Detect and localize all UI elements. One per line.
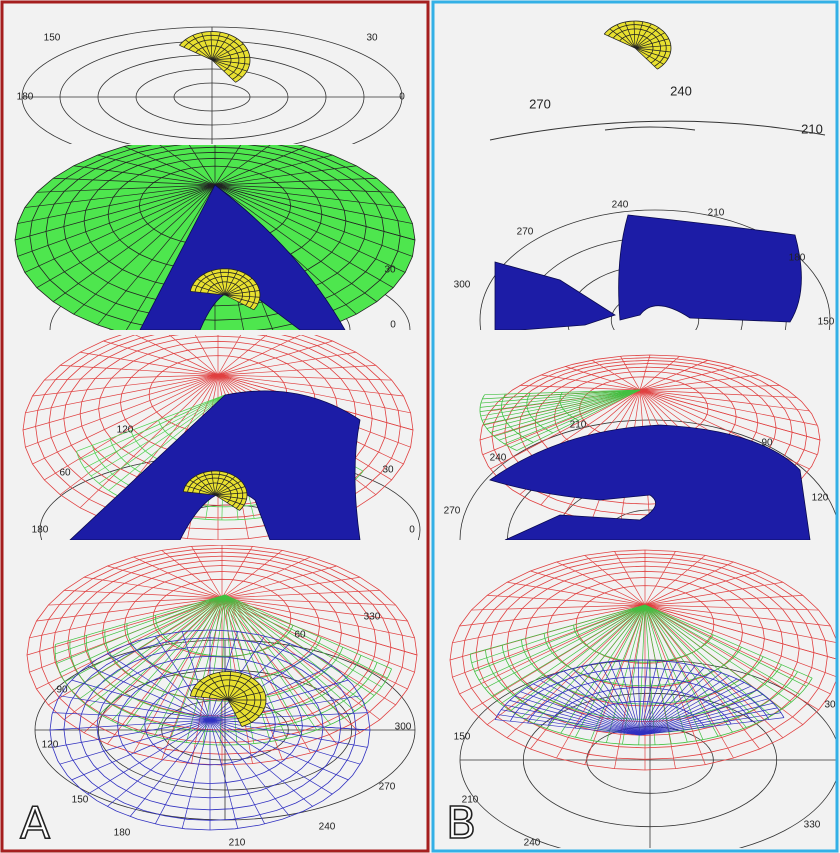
angle-label: 240 <box>319 822 336 833</box>
angle-label: 30 <box>382 465 394 476</box>
angle-label: 270 <box>517 227 534 238</box>
angle-label: 180 <box>789 253 806 264</box>
angle-label: 330 <box>364 612 381 623</box>
panel-label: A <box>20 798 50 849</box>
angle-label: 0 <box>390 320 396 331</box>
angle-label: 240 <box>670 83 692 98</box>
angle-label: 0 <box>409 525 415 536</box>
angle-label: 300 <box>395 722 412 733</box>
angle-label: 270 <box>529 96 551 111</box>
angle-label: 270 <box>444 506 461 517</box>
angle-label: 60 <box>294 630 306 641</box>
angle-label: 180 <box>17 92 34 103</box>
angle-label: 300 <box>454 280 471 291</box>
angle-label: 120 <box>117 425 134 436</box>
angle-label: 30 <box>366 33 378 44</box>
angle-label: 60 <box>59 468 71 479</box>
angle-label: 180 <box>32 525 49 536</box>
angle-label: 330 <box>804 820 821 831</box>
angle-label: 240 <box>612 200 629 211</box>
angle-label: 240 <box>524 838 541 849</box>
angle-label: 90 <box>761 438 773 449</box>
angle-label: 0 <box>399 92 405 103</box>
angle-label: 150 <box>818 317 835 328</box>
angle-label: 90 <box>56 685 68 696</box>
angle-label: 150 <box>72 795 89 806</box>
angle-label: 30 <box>824 700 836 711</box>
angle-label: 150 <box>454 732 471 743</box>
angle-label: 240 <box>490 453 507 464</box>
angle-label: 120 <box>812 493 829 504</box>
angle-label: 120 <box>42 740 59 751</box>
angle-label: 210 <box>229 838 246 849</box>
angle-label: 270 <box>379 782 396 793</box>
angle-label: 150 <box>44 33 61 44</box>
angle-label: 180 <box>114 828 131 839</box>
angle-label: 30 <box>384 265 396 276</box>
panel-label: B <box>446 798 476 849</box>
angle-label: 210 <box>570 420 587 431</box>
angle-label: 210 <box>708 208 725 219</box>
angle-label: 210 <box>801 121 823 136</box>
figure: 150 30 180 0 30 0 120 60 30 180 0 90 60 … <box>0 0 840 853</box>
